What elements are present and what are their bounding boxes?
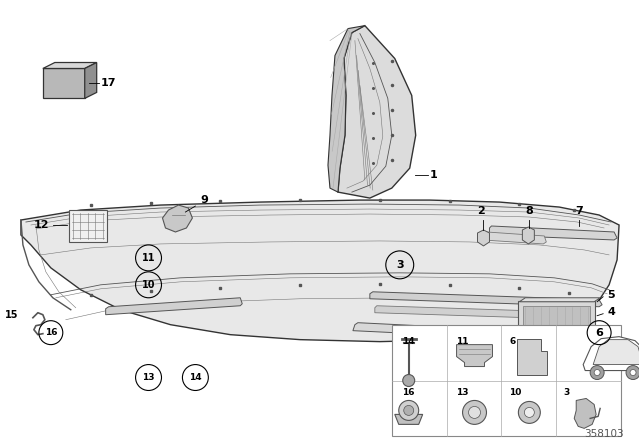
Polygon shape — [522, 227, 534, 244]
Polygon shape — [583, 336, 640, 370]
Polygon shape — [43, 63, 97, 69]
Circle shape — [399, 401, 419, 420]
Text: 3: 3 — [563, 388, 570, 397]
Circle shape — [594, 370, 600, 375]
FancyBboxPatch shape — [392, 325, 621, 436]
Text: 13: 13 — [142, 373, 155, 382]
Polygon shape — [328, 26, 365, 192]
Polygon shape — [490, 226, 617, 240]
FancyBboxPatch shape — [524, 306, 590, 330]
Polygon shape — [43, 69, 84, 99]
Text: 17: 17 — [100, 78, 116, 88]
Circle shape — [404, 405, 413, 415]
Text: 8: 8 — [525, 206, 533, 216]
Text: 1: 1 — [429, 170, 437, 180]
Text: 14: 14 — [189, 373, 202, 382]
Text: 7: 7 — [575, 206, 583, 216]
Text: 4: 4 — [607, 307, 615, 317]
Text: 9: 9 — [200, 195, 208, 205]
Polygon shape — [21, 200, 619, 342]
Text: 5: 5 — [607, 290, 615, 300]
Polygon shape — [483, 232, 547, 244]
Polygon shape — [84, 63, 97, 99]
Polygon shape — [517, 339, 547, 375]
Circle shape — [524, 407, 534, 418]
Polygon shape — [574, 398, 596, 428]
Polygon shape — [106, 298, 243, 314]
Polygon shape — [520, 298, 600, 302]
Text: 358103: 358103 — [584, 429, 624, 439]
Polygon shape — [375, 306, 591, 320]
Text: 2: 2 — [477, 206, 485, 216]
Text: 6: 6 — [509, 336, 516, 346]
Text: 3: 3 — [396, 260, 404, 270]
Text: 14: 14 — [402, 336, 414, 346]
Polygon shape — [593, 340, 640, 365]
Circle shape — [590, 366, 604, 379]
Text: 12: 12 — [33, 220, 49, 230]
Text: 10: 10 — [509, 388, 522, 397]
Circle shape — [626, 366, 640, 379]
FancyBboxPatch shape — [68, 210, 107, 242]
Circle shape — [403, 375, 415, 387]
Text: 6: 6 — [595, 327, 603, 338]
Circle shape — [630, 370, 636, 375]
Text: 16: 16 — [402, 388, 414, 397]
Text: 11: 11 — [456, 336, 468, 346]
Polygon shape — [338, 26, 416, 198]
Polygon shape — [477, 230, 490, 246]
Circle shape — [463, 401, 486, 424]
Polygon shape — [163, 205, 193, 232]
Text: 16: 16 — [45, 328, 57, 337]
Text: 11: 11 — [142, 253, 156, 263]
Polygon shape — [395, 414, 422, 424]
Text: 10: 10 — [142, 280, 156, 290]
Polygon shape — [353, 323, 501, 338]
Text: 15: 15 — [5, 310, 19, 320]
FancyBboxPatch shape — [518, 301, 595, 335]
Circle shape — [518, 401, 540, 423]
Circle shape — [468, 406, 481, 418]
Text: 13: 13 — [456, 388, 468, 397]
Polygon shape — [370, 292, 602, 307]
Polygon shape — [456, 345, 492, 366]
